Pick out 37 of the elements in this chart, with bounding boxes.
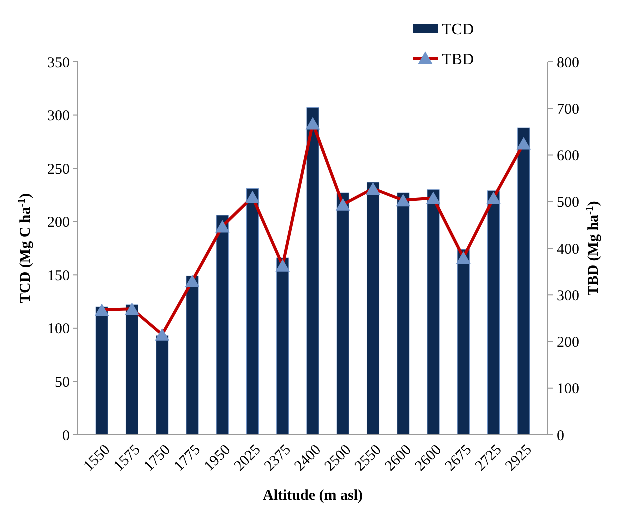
y2-tick-label: 200 — [557, 335, 580, 351]
legend-label: TCD — [442, 22, 474, 39]
y-tick-label: 150 — [48, 268, 70, 284]
y2-tick-label: 100 — [557, 382, 580, 398]
y2-tick-label: 0 — [557, 428, 564, 444]
bar — [246, 188, 260, 436]
bar — [306, 108, 320, 436]
bar — [457, 249, 470, 436]
x-axis-title: Altitude (m asl) — [263, 488, 363, 504]
y-tick-label: 350 — [48, 55, 70, 72]
y-tick-label: 50 — [55, 374, 70, 391]
y2-tick-label: 300 — [557, 288, 580, 304]
y2-tick-label: 600 — [557, 148, 580, 164]
x-tick-label: 1550 — [81, 442, 114, 475]
bar — [487, 190, 500, 436]
bar — [216, 215, 229, 436]
bar — [126, 304, 139, 436]
x-tick-label: 1950 — [202, 442, 234, 475]
bar — [186, 276, 199, 436]
bar — [96, 306, 108, 436]
y2-tick-label: 400 — [557, 242, 580, 258]
bar — [366, 182, 380, 436]
y-tick-label: 300 — [48, 108, 70, 125]
x-tick-label: 1750 — [141, 442, 174, 475]
y-tick-label: 0 — [62, 428, 70, 444]
y-tick-label: 250 — [48, 162, 70, 178]
bar — [336, 192, 350, 436]
legend-label: TBD — [442, 52, 474, 69]
y-tick-label: 100 — [48, 322, 70, 338]
y2-tick-label: 800 — [557, 55, 580, 72]
y2-tick-label: 500 — [557, 195, 580, 212]
y2-tick-label: 700 — [557, 102, 580, 118]
bar — [276, 258, 290, 436]
bar — [397, 192, 410, 436]
y-tick-label: 200 — [48, 215, 70, 232]
bar — [427, 190, 440, 436]
bar — [518, 128, 530, 436]
